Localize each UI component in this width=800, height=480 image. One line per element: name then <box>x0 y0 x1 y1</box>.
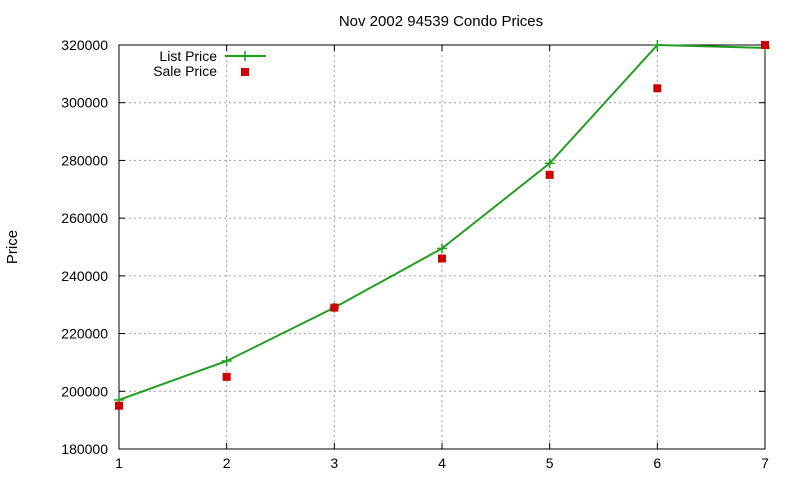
legend-sample-sale-price <box>241 68 249 76</box>
legend-sample-list-price <box>225 51 266 61</box>
sale-price-point <box>115 401 123 410</box>
y-tick-label: 260000 <box>61 210 108 226</box>
series <box>114 40 770 410</box>
legend: List Price Sale Price <box>153 48 266 79</box>
sale-price-point <box>222 372 231 381</box>
y-tick-label: 300000 <box>61 95 108 111</box>
sale-price-point <box>653 84 662 93</box>
x-tick-label: 1 <box>115 455 123 471</box>
list-price-point <box>652 40 663 50</box>
x-tick-label: 6 <box>653 455 661 471</box>
x-tick-label: 4 <box>438 455 446 471</box>
axes: 180000 200000 220000 240000 260000 280000 3000… <box>61 37 769 471</box>
list-price-point <box>221 355 232 366</box>
x-tick-label: 3 <box>330 455 338 471</box>
list-price-point <box>437 243 447 254</box>
y-tick-label: 320000 <box>61 37 108 53</box>
y-tick-label: 180000 <box>61 441 108 457</box>
x-tick-label: 2 <box>223 455 231 471</box>
y-tick-label: 200000 <box>61 383 108 399</box>
sale-price-point <box>438 254 446 263</box>
sale-price-point <box>761 41 769 49</box>
x-tick-label: 5 <box>546 455 554 471</box>
sale-price-point <box>330 303 339 312</box>
y-axis-label: Price <box>4 230 21 264</box>
legend-plus-marker <box>240 51 250 61</box>
legend-label-sale-price: Sale Price <box>153 63 217 79</box>
y-tick-label: 240000 <box>61 268 108 284</box>
chart-title: Nov 2002 94539 Condo Prices <box>339 13 543 30</box>
sale-price-point <box>545 170 554 179</box>
legend-label-list-price: List Price <box>159 48 217 64</box>
x-tick-label: 7 <box>761 455 769 471</box>
y-tick-label: 220000 <box>61 326 108 342</box>
y-tick-label: 280000 <box>61 152 108 168</box>
list-price-point <box>544 158 555 169</box>
legend-square-marker <box>241 68 249 76</box>
